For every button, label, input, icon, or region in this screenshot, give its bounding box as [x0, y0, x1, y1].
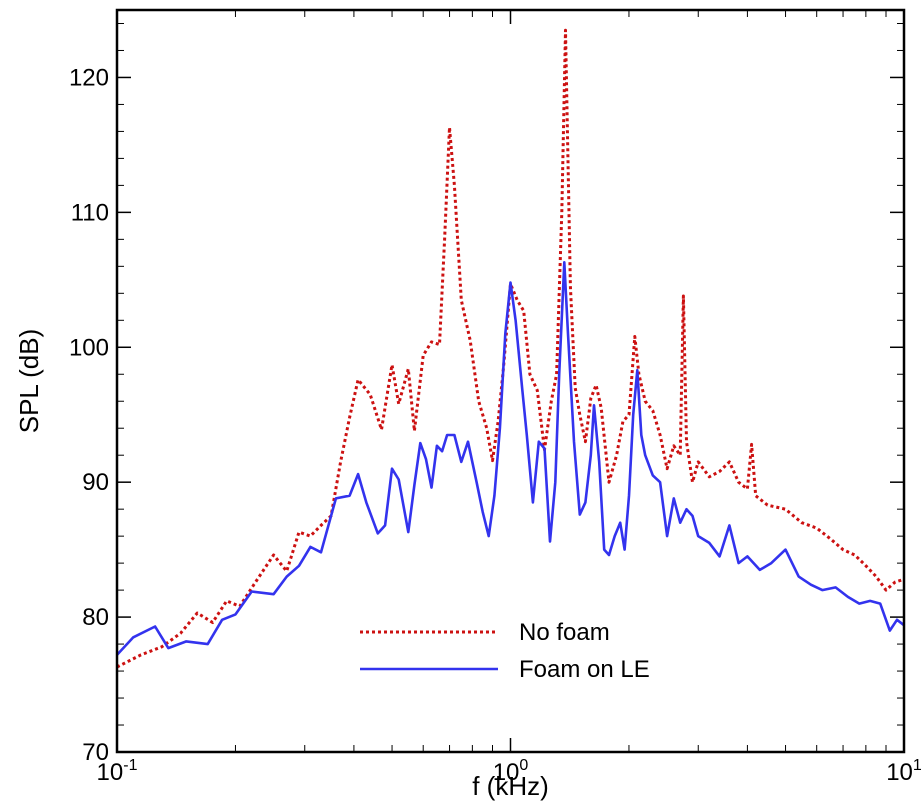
y-tick-label: 110: [71, 199, 109, 226]
y-tick-label: 100: [69, 334, 109, 361]
x-tick-label: 101: [886, 757, 922, 786]
y-axis-title: SPL (dB): [14, 329, 44, 434]
series-line-2: [116, 261, 905, 656]
y-tick-label: 70: [82, 739, 109, 766]
chart-marks: [116, 28, 905, 669]
chart-axes: 70 80 90 100 110 120 10-1 100 101: [69, 8, 922, 786]
legend: No foam Foam on LE: [360, 619, 650, 683]
x-tick-label: 100: [493, 757, 529, 786]
y-tick-label: 80: [82, 604, 109, 631]
legend-label-2: Foam on LE: [519, 656, 650, 683]
x-axis-title: f (kHz): [472, 771, 549, 801]
series-line-1: [116, 28, 905, 669]
y-tick-label: 120: [69, 64, 109, 91]
y-tick-label: 90: [82, 469, 109, 496]
x-tick-label: 10-1: [97, 757, 138, 786]
legend-label-1: No foam: [519, 619, 610, 646]
plot-frame: [115, 8, 906, 754]
